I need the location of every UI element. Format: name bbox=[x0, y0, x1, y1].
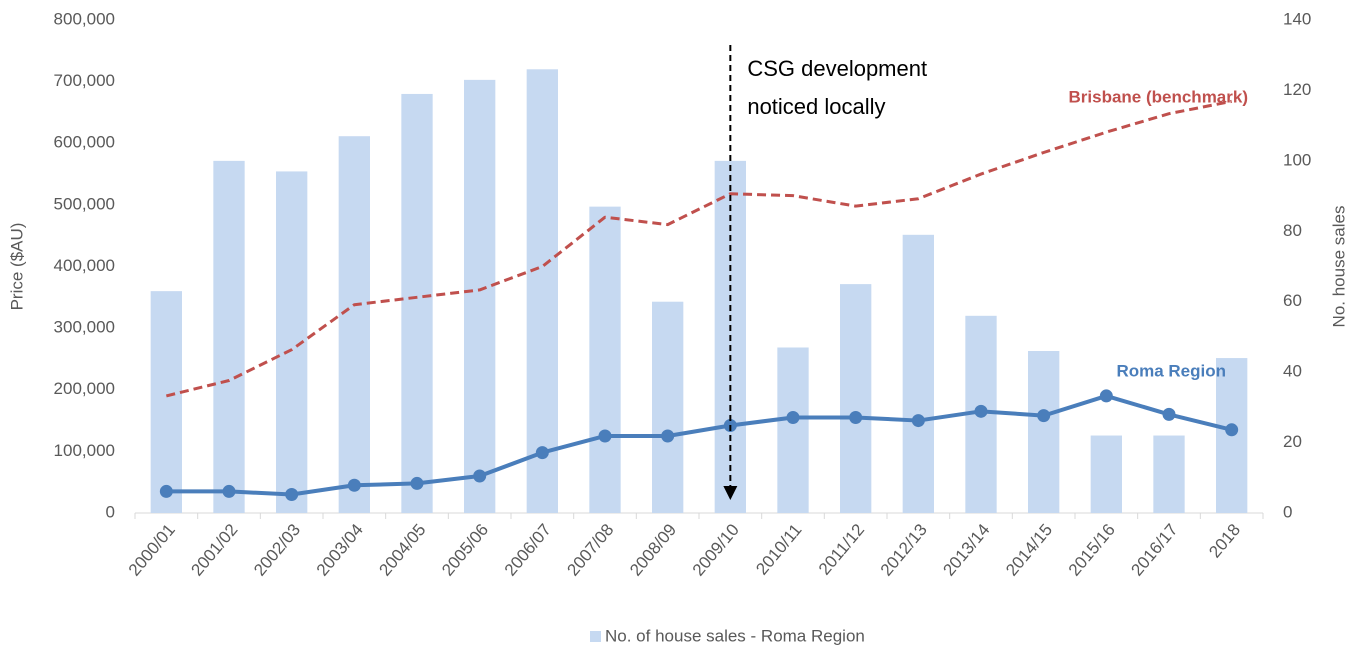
marker bbox=[285, 488, 299, 502]
x-tick-label: 2002/03 bbox=[250, 520, 304, 579]
marker bbox=[598, 429, 612, 443]
y2-tick-label: 140 bbox=[1283, 9, 1311, 28]
x-tick-label: 2011/12 bbox=[815, 520, 868, 578]
marker bbox=[974, 404, 988, 418]
bar bbox=[150, 291, 182, 513]
y-tick-label: 700,000 bbox=[54, 71, 115, 90]
y-tick-label: 800,000 bbox=[54, 9, 115, 28]
annotation: noticed locally bbox=[747, 94, 885, 119]
y-axis-title: Price ($AU) bbox=[7, 223, 26, 311]
y2-tick-label: 100 bbox=[1283, 150, 1311, 169]
y-tick-label: 400,000 bbox=[54, 256, 115, 275]
y2-tick-label: 120 bbox=[1283, 80, 1311, 99]
marker bbox=[849, 410, 863, 424]
bar bbox=[652, 301, 684, 513]
y2-tick-label: 40 bbox=[1283, 362, 1302, 381]
bar bbox=[1153, 435, 1185, 513]
marker bbox=[911, 414, 925, 428]
x-tick-label: 2014/15 bbox=[1002, 520, 1056, 579]
y2-tick-label: 0 bbox=[1283, 502, 1292, 521]
y-tick-label: 200,000 bbox=[54, 379, 115, 398]
bar bbox=[840, 284, 872, 513]
x-tick-label: 2000/01 bbox=[125, 520, 179, 579]
bar bbox=[777, 347, 809, 513]
y-tick-label: 300,000 bbox=[54, 318, 115, 337]
x-tick-label: 2015/16 bbox=[1065, 520, 1119, 579]
annotation: CSG development bbox=[747, 56, 927, 81]
marker bbox=[1099, 389, 1113, 403]
y2-axis-title: No. house sales bbox=[1329, 206, 1348, 328]
x-tick-label: 2001/02 bbox=[187, 520, 241, 579]
y2-tick-label: 80 bbox=[1283, 221, 1302, 240]
bar bbox=[213, 160, 245, 513]
y-tick-label: 100,000 bbox=[54, 441, 115, 460]
bar bbox=[1090, 435, 1122, 513]
bar bbox=[401, 93, 433, 513]
marker bbox=[1037, 409, 1051, 423]
x-tick-label: 2006/07 bbox=[501, 520, 555, 579]
marker bbox=[535, 446, 549, 460]
marker bbox=[347, 478, 361, 492]
y2-tick-label: 60 bbox=[1283, 291, 1302, 310]
x-tick-label: 2003/04 bbox=[313, 520, 367, 579]
bar bbox=[902, 234, 934, 514]
x-tick-label: 2004/05 bbox=[375, 520, 429, 579]
line-series bbox=[166, 393, 1233, 497]
x-tick-label: 2009/10 bbox=[689, 520, 743, 579]
marker bbox=[661, 429, 675, 443]
marker bbox=[473, 469, 487, 483]
y-tick-label: 0 bbox=[106, 502, 115, 521]
bar bbox=[526, 69, 558, 514]
bar bbox=[338, 136, 370, 513]
marker bbox=[410, 476, 424, 490]
legend-label: No. of house sales - Roma Region bbox=[605, 626, 865, 645]
x-tick-label: 2007/08 bbox=[563, 520, 617, 579]
x-tick-label: 2005/06 bbox=[438, 520, 492, 579]
y-tick-label: 500,000 bbox=[54, 194, 115, 213]
annotation-arrowhead bbox=[723, 486, 738, 500]
x-tick-label: 2013/14 bbox=[939, 520, 993, 579]
x-tick-label: 2016/17 bbox=[1127, 520, 1181, 579]
x-tick-label: 2008/09 bbox=[626, 520, 680, 579]
x-tick-label: 2010/11 bbox=[752, 520, 805, 578]
series-label: Roma Region bbox=[1116, 361, 1226, 380]
marker bbox=[159, 484, 173, 498]
marker bbox=[1162, 407, 1176, 421]
marker bbox=[1225, 423, 1239, 437]
x-tick-label: 2012/13 bbox=[877, 520, 931, 579]
bar bbox=[589, 206, 621, 513]
line-series bbox=[165, 99, 1232, 398]
legend-swatch bbox=[590, 631, 601, 642]
y2-tick-label: 20 bbox=[1283, 432, 1302, 451]
y-tick-label: 600,000 bbox=[54, 133, 115, 152]
x-tick-label: 2018 bbox=[1205, 520, 1244, 561]
bar bbox=[1028, 351, 1060, 513]
marker bbox=[222, 484, 236, 498]
bar bbox=[464, 79, 496, 513]
series-label: Brisbane (benchmark) bbox=[1069, 87, 1249, 106]
marker bbox=[786, 410, 800, 424]
